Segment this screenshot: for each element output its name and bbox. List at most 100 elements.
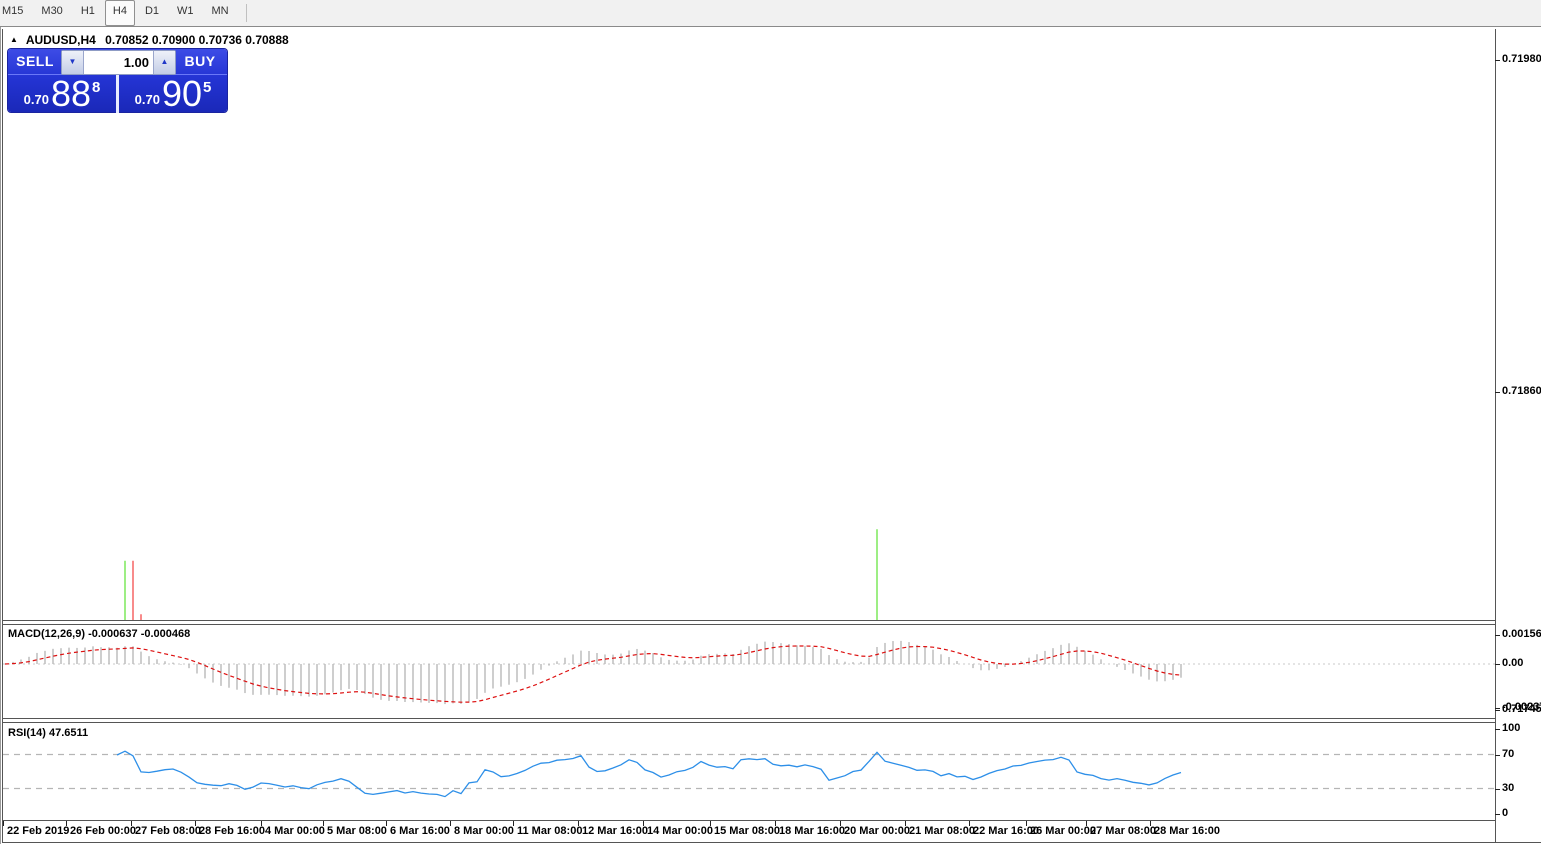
window-left-edge (0, 27, 1, 844)
macd-label: MACD(12,26,9) -0.000637 -0.000468 (8, 628, 191, 640)
time-tick-label: 15 Mar 08:00 (714, 825, 781, 837)
time-tick-label: 26 Mar 00:00 (1030, 825, 1097, 837)
sell-price-prefix: 0.70 (23, 91, 49, 107)
volume-decrease-button[interactable]: ▼ (62, 51, 84, 74)
time-axis-tick (643, 821, 644, 826)
time-tick-label: 22 Feb 2019 (7, 825, 70, 837)
time-axis-tick (775, 821, 776, 826)
price-tick-label: 0.71860 (1502, 384, 1541, 397)
time-axis-tick (513, 821, 514, 826)
rsi-label: RSI(14) 47.6511 (8, 727, 89, 739)
macd-tick-label: 0.001568 (1502, 627, 1541, 640)
buy-price-sup: 5 (203, 78, 212, 96)
rsi-tick-label: 30 (1502, 781, 1515, 794)
axis-tick (1495, 707, 1500, 709)
time-tick-label: 27 Mar 08:00 (1090, 825, 1157, 837)
one-click-trading-panel: SELL ▼ ▲ BUY 0.70 88 8 0.70 90 5 (8, 49, 227, 113)
chart-right-border (1495, 29, 1496, 842)
axis-tick (1495, 729, 1500, 730)
macd-tick-label: 0.00 (1502, 657, 1524, 669)
time-tick-label: 14 Mar 00:00 (647, 825, 714, 837)
axis-tick (1495, 391, 1500, 393)
collapse-panel-icon[interactable]: ▲ (10, 35, 18, 44)
toolbar-separator (245, 4, 247, 22)
buy-price-button[interactable]: 0.70 90 5 (119, 75, 227, 113)
time-tick-label: 5 Mar 08:00 (327, 825, 387, 837)
time-tick-label: 12 Mar 16:00 (582, 825, 649, 837)
sell-price-button[interactable]: 0.70 88 8 (8, 75, 116, 113)
time-axis-tick (1026, 821, 1027, 826)
rsi-tick-label: 100 (1502, 722, 1521, 734)
buy-price-big: 90 (161, 73, 202, 114)
time-tick-label: 4 Mar 00:00 (265, 825, 325, 837)
period-tab-mn[interactable]: MN (211, 5, 229, 17)
time-axis-tick (386, 821, 387, 826)
axis-tick (1495, 709, 1500, 711)
period-tab-m15[interactable]: M15 (2, 5, 24, 17)
time-tick-label: 8 Mar 00:00 (454, 825, 514, 837)
time-axis-tick (1150, 821, 1151, 826)
time-tick-label: 11 Mar 08:00 (517, 825, 583, 837)
price-divider (116, 75, 119, 113)
axis-tick (1495, 788, 1500, 790)
time-axis-tick (3, 821, 4, 826)
time-axis-tick (905, 821, 906, 826)
chart-left-border (2, 29, 3, 842)
time-tick-label: 28 Feb 16:00 (199, 825, 266, 837)
period-tab-m30[interactable]: M30 (41, 5, 63, 17)
time-axis-tick (323, 821, 324, 826)
sell-price-big: 88 (50, 73, 91, 114)
window-bottom-border (2, 842, 1541, 843)
axis-tick (1495, 754, 1500, 756)
time-axis-tick (450, 821, 451, 826)
time-tick-label: 28 Mar 16:00 (1154, 825, 1221, 837)
chart-title: ▲ AUDUSD,H4 0.70852 0.70900 0.70736 0.70… (10, 33, 289, 47)
time-tick-label: 20 Mar 00:00 (844, 825, 911, 837)
axis-tick (1495, 814, 1500, 815)
symbol-period-label: AUDUSD,H4 (25, 33, 96, 47)
time-tick-label: 6 Mar 16:00 (390, 825, 450, 837)
time-axis-tick (710, 821, 711, 826)
time-axis-tick (969, 821, 970, 826)
time-axis-tick (261, 821, 262, 826)
time-tick-label: 27 Feb 08:00 (135, 825, 202, 837)
sell-price-sup: 8 (92, 78, 101, 96)
splitter-main-macd[interactable] (2, 620, 1496, 621)
volume-stepper: ▼ ▲ (61, 50, 176, 75)
buy-button[interactable]: BUY (184, 53, 216, 69)
ohlc-values: 0.70852 0.70900 0.70736 0.70888 (105, 33, 289, 47)
splitter-rsi-axis (2, 820, 1496, 821)
time-axis-tick (840, 821, 841, 826)
splitter-macd-rsi[interactable] (2, 718, 1496, 719)
sell-button[interactable]: SELL (16, 53, 54, 69)
time-axis-tick (578, 821, 579, 826)
period-toolbar: M15 M30 H1 H4 D1 W1 MN (0, 0, 1541, 27)
axis-tick (1495, 634, 1500, 636)
period-tab-w1[interactable]: W1 (177, 5, 194, 17)
volume-increase-button[interactable]: ▲ (153, 51, 175, 74)
period-tab-d1[interactable]: D1 (144, 5, 159, 17)
price-tick-label: 0.71745 (1502, 702, 1541, 715)
time-axis-tick (1086, 821, 1087, 826)
time-axis-tick (66, 821, 67, 826)
rsi-tick-label: 70 (1502, 747, 1515, 760)
splitter-macd-rsi-2[interactable] (2, 722, 1496, 723)
time-tick-label: 18 Mar 16:00 (779, 825, 846, 837)
time-axis-tick (195, 821, 196, 826)
period-tab-h4[interactable]: H4 (104, 0, 135, 26)
time-axis-tick (131, 821, 132, 826)
time-tick-label: 26 Feb 00:00 (70, 825, 137, 837)
time-tick-label: 21 Mar 08:00 (909, 825, 976, 837)
period-tab-h1[interactable]: H1 (80, 5, 95, 17)
time-tick-label: 22 Mar 16:00 (973, 825, 1040, 837)
volume-input[interactable] (84, 51, 153, 74)
buy-price-prefix: 0.70 (134, 91, 160, 107)
splitter-main-macd-2[interactable] (2, 624, 1496, 625)
price-tick-label: 0.71980 (1502, 53, 1541, 65)
macd-tick-label: -0.002371 (1502, 700, 1541, 713)
rsi-tick-label: 0 (1502, 807, 1509, 819)
axis-tick (1495, 60, 1500, 61)
axis-tick (1495, 664, 1500, 665)
